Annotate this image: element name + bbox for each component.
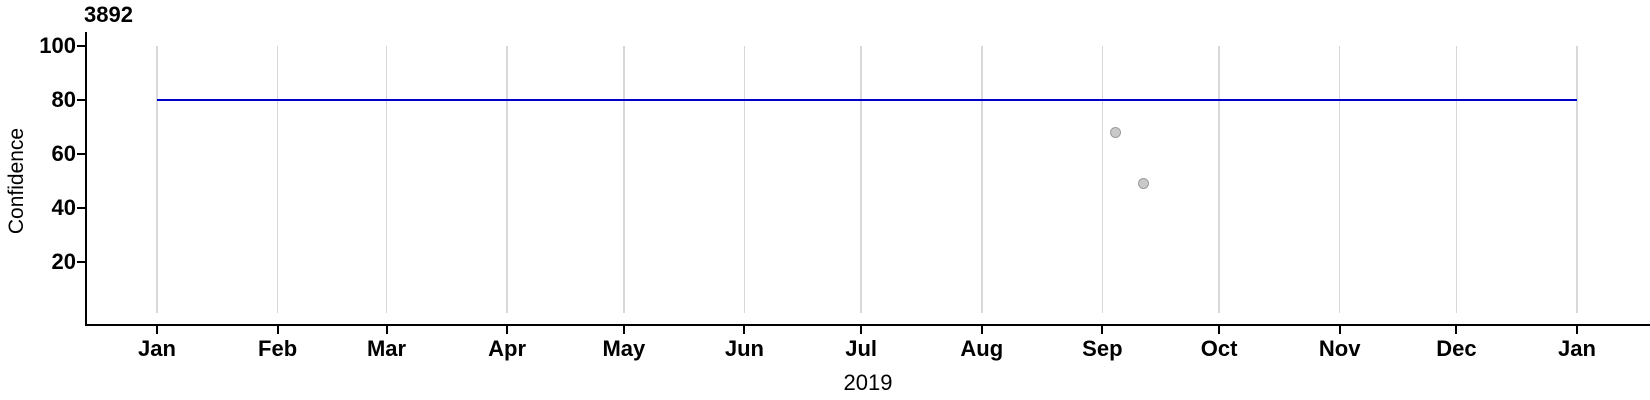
x-tick-8 [1101, 326, 1104, 334]
x-tick-0 [156, 326, 158, 334]
x-tick-label-dec: Dec [1436, 336, 1477, 361]
y-tick-label-60: 60 [51, 141, 76, 166]
month-gridline-jun [743, 46, 746, 313]
y-tick-100 [77, 45, 85, 47]
month-gridline-oct [1218, 46, 1220, 313]
x-tick-12 [1576, 326, 1578, 334]
month-gridline-jan [156, 46, 158, 313]
x-tick-label-nov: Nov [1318, 336, 1361, 361]
x-tick-label-may: May [602, 336, 646, 361]
month-gridline-apr [506, 46, 508, 313]
scatter-point-1 [1110, 126, 1122, 138]
month-gridline-jul [860, 46, 862, 313]
y-tick-label-80: 80 [51, 87, 76, 112]
x-axis-label: 2019 [843, 370, 893, 395]
month-gridline-dec [1455, 46, 1458, 313]
month-gridline-aug [981, 46, 983, 313]
x-tick-label-sep: Sep [1082, 336, 1123, 361]
x-tick-5 [743, 326, 746, 334]
x-tick-3 [506, 326, 509, 334]
month-gridline-sep [1101, 46, 1104, 313]
y-tick-60 [77, 153, 85, 155]
x-tick-1 [276, 326, 279, 334]
y-tick-80 [77, 99, 85, 101]
y-tick-40 [77, 207, 85, 209]
y-tick-label-40: 40 [51, 195, 76, 220]
chart-title: 3892 [84, 2, 133, 27]
month-gridline-jan [1576, 46, 1578, 313]
x-tick-label-feb: Feb [258, 336, 298, 361]
x-tick-2 [385, 326, 388, 334]
y-tick-20 [77, 261, 85, 263]
y-axis-line [85, 32, 87, 326]
x-tick-9 [1218, 326, 1221, 334]
x-tick-11 [1455, 326, 1458, 334]
month-gridline-nov [1338, 46, 1341, 313]
scatter-point-2 [1138, 178, 1150, 190]
x-tick-label-mar: Mar [366, 336, 407, 361]
x-tick-7 [980, 326, 983, 334]
x-tick-label-apr: Apr [488, 336, 527, 361]
y-tick-label-20: 20 [51, 249, 76, 274]
x-tick-label-aug: Aug [960, 336, 1004, 361]
x-tick-label-oct: Oct [1200, 336, 1238, 361]
month-gridline-mar [385, 46, 388, 313]
x-axis-line [85, 324, 1650, 326]
x-tick-label-jul: Jul [845, 336, 878, 361]
reference-line-80 [157, 99, 1577, 101]
x-tick-label-jan: Jan [138, 336, 176, 361]
x-tick-label-jun: Jun [724, 336, 764, 361]
month-gridline-feb [276, 46, 279, 313]
x-tick-6 [860, 326, 863, 334]
x-tick-10 [1338, 326, 1341, 334]
month-gridline-may [623, 46, 625, 313]
y-tick-label-100: 100 [39, 33, 76, 58]
x-tick-4 [622, 326, 625, 334]
x-tick-label-jan: Jan [1558, 336, 1596, 361]
